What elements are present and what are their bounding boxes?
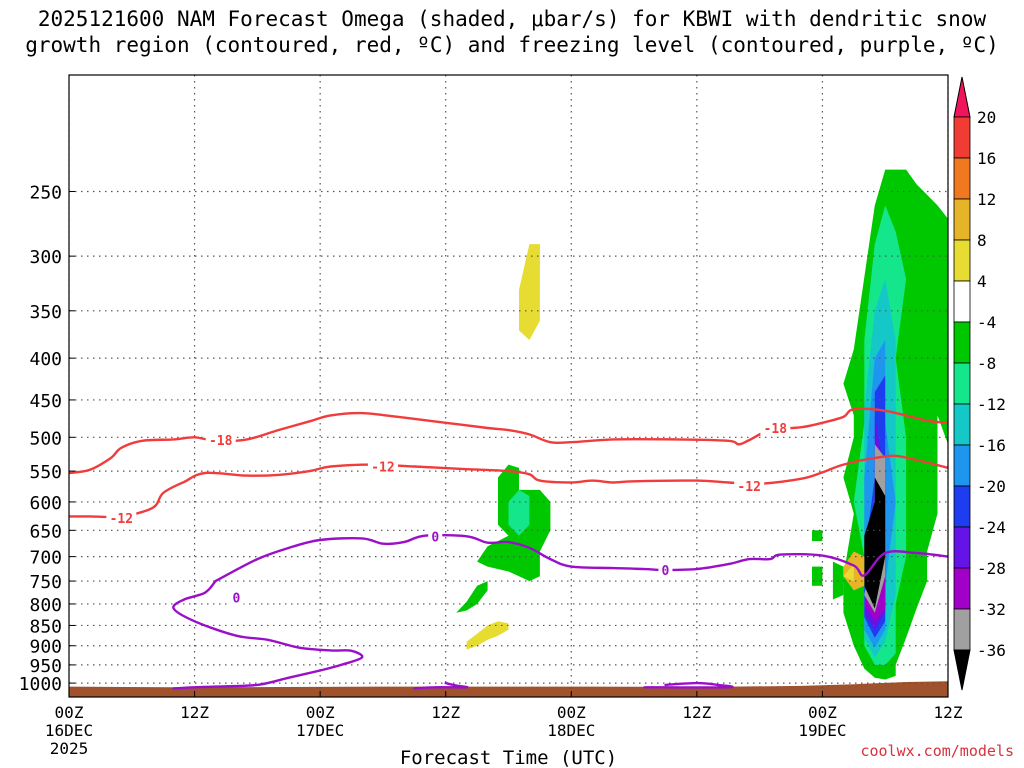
freezing-contour-2 [413,681,469,690]
colorbar-label-10: -24 [977,518,1006,537]
colorbar-label-13: -36 [977,641,1006,660]
colorbar-label-9: -20 [977,477,1006,496]
x-tick-label-48-0: 00Z [557,703,586,722]
temperature-contour-label-1-0: -12 [110,512,133,527]
colorbar-box-10 [953,526,971,569]
chart-title-line-2: growth region (contoured, red, ºC) and f… [25,33,999,57]
y-tick-label-1000: 1000 [19,674,62,695]
ground-terrain [69,681,948,697]
colorbar-label-6: -8 [977,354,996,373]
freezing-label-bg-0-1 [658,562,673,578]
x-tick-label-72-0: 00Z [808,703,837,722]
temperature-contour-1 [69,454,948,519]
temperature-label-bg-1-1 [367,458,398,474]
x-tick-label-36-0: 12Z [431,703,460,722]
y-tick-label-850: 850 [29,616,62,637]
colorbar-box-2 [953,198,971,241]
y-tick-label-800: 800 [29,595,62,616]
x-tick-label-0-2: 2025 [50,739,89,758]
plot-frame [68,74,949,698]
temperature-contour-label-0-1: -18 [764,422,788,437]
colorbar-box-8 [953,444,971,487]
y-tick-label-650: 650 [29,521,62,542]
chart-title-line-1: 2025121600 NAM Forecast Omega (shaded, μ… [37,7,987,31]
omega-region-18 [843,564,854,582]
colorbar-label-3: 8 [977,231,987,250]
colorbar-bottom-triangle [953,649,971,691]
colorbar-box-11 [953,567,971,610]
y-tick-label-550: 550 [29,462,62,483]
y-tick-label-300: 300 [29,247,62,268]
y-tick-label-400: 400 [29,349,62,370]
colorbar: 20 16 12 8 4 -4 -8 -12 -16 -20 -24 -28 -32 -36 [953,76,1006,691]
temperature-label-bg-0-1 [760,419,791,435]
plot-area: -18 -18 -12 -12 -12 0 0 0 [69,75,948,697]
omega-region-5 [812,566,823,586]
colorbar-label-0: 20 [977,108,996,127]
omega-region-0 [519,244,540,340]
y-tick-label-700: 700 [29,548,62,569]
omega-region-4 [812,530,823,542]
colorbar-label-7: -12 [977,395,1006,414]
colorbar-box-6 [953,362,971,405]
temperature-label-bg-1-0 [106,510,137,526]
omega-region-3 [456,581,488,613]
y-tick-label-500: 500 [29,428,62,449]
temperature-contour-0 [69,407,948,475]
colorbar-box-5 [953,321,971,364]
x-tick-label-0-0: 00Z [55,703,84,722]
colorbar-label-5: -4 [977,313,996,332]
colorbar-top-triangle [953,76,971,118]
temperature-contour-label-1-2: -12 [737,480,760,495]
y-tick-label-600: 600 [29,493,62,514]
y-tick-label-950: 950 [29,656,62,677]
freezing-contour-label-0-0: 0 [431,530,439,545]
freezing-contour-1 [172,579,364,690]
source-credit: coolwx.com/models [860,742,1014,760]
colorbar-label-2: 12 [977,190,996,209]
temperature-label-bg-0-0 [205,432,236,448]
colorbar-label-12: -32 [977,600,1006,619]
colorbar-box-7 [953,403,971,446]
freezing-label-bg-0-2 [229,589,244,605]
colorbar-label-11: -28 [977,559,1006,578]
colorbar-label-8: -16 [977,436,1006,455]
temperature-label-bg-1-2 [734,478,765,494]
y-tick-label-450: 450 [29,391,62,412]
x-tick-label-60-0: 12Z [682,703,711,722]
colorbar-label-4: 4 [977,272,987,291]
colorbar-box-1 [953,157,971,200]
x-tick-label-24-1: 17DEC [296,721,344,740]
x-tick-label-24-0: 00Z [306,703,335,722]
x-tick-label-48-1: 18DEC [547,721,595,740]
freezing-contour-label-0-1: 0 [662,564,670,579]
colorbar-box-4 [953,280,971,323]
freezing-label-bg-0-0 [428,528,443,544]
colorbar-box-9 [953,485,971,528]
colorbar-box-0 [953,116,971,159]
y-tick-label-250: 250 [29,182,62,203]
x-tick-label-0-1: 16DEC [45,721,93,740]
x-tick-label-72-1: 19DEC [798,721,846,740]
x-tick-label-12-0: 12Z [180,703,209,722]
x-tick-label-84-0: 12Z [934,703,963,722]
axes: 2503003504004505005506006507007508008509… [19,74,963,768]
temperature-contour-label-0-0: -18 [209,434,233,449]
omega-region-16 [864,477,886,609]
colorbar-label-1: 16 [977,149,996,168]
freezing-contour-label-0-2: 0 [233,592,241,607]
omega-region-17 [843,551,865,591]
temperature-contour-label-1-1: -12 [371,461,394,476]
y-tick-label-900: 900 [29,637,62,658]
freezing-contour-0 [214,533,948,583]
y-tick-label-750: 750 [29,572,62,593]
y-tick-label-350: 350 [29,302,62,323]
colorbar-box-12 [953,608,971,651]
x-axis-label: Forecast Time (UTC) [400,747,617,768]
omega-region-1 [466,621,509,650]
colorbar-box-3 [953,239,971,282]
freezing-contour-3 [643,681,734,689]
